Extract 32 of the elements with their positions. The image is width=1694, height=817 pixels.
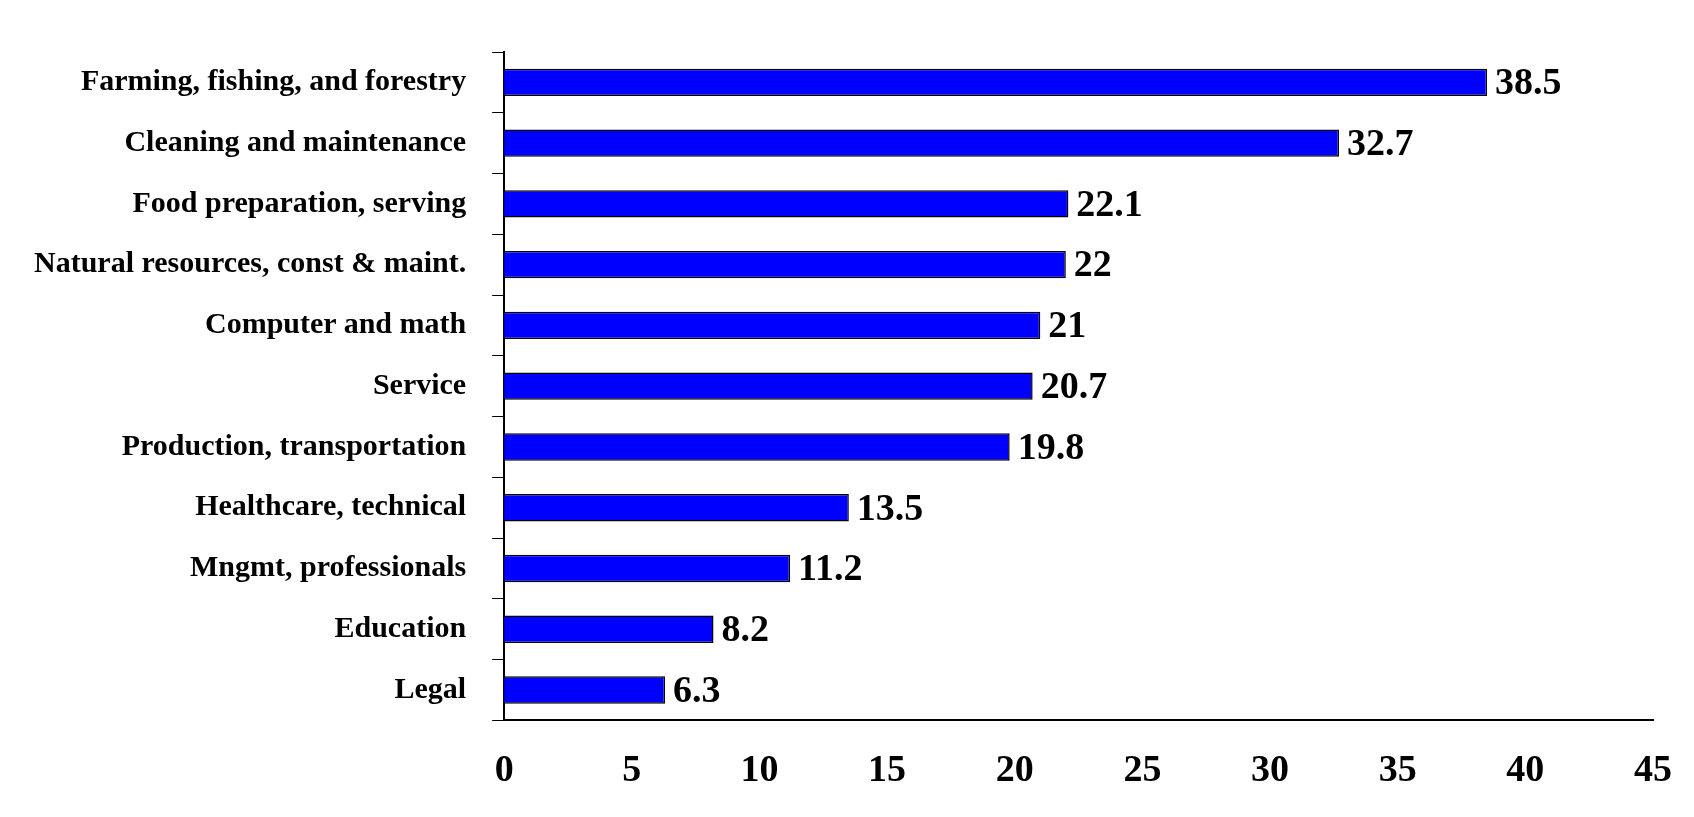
x-tick-label: 10 (740, 747, 779, 790)
x-tick-label: 25 (1123, 747, 1162, 790)
x-tick-label: 20 (995, 747, 1034, 790)
y-tick-label: Computer and math (205, 306, 467, 340)
x-tick-label: 45 (1634, 747, 1672, 790)
data-label: 21 (1048, 303, 1087, 346)
data-label: 22.1 (1076, 181, 1143, 224)
y-tick-label: Production, transportation (121, 427, 467, 461)
data-label: 11.2 (798, 546, 863, 589)
data-label: 38.5 (1495, 60, 1562, 103)
y-tick-label: Mngmt, professionals (190, 549, 467, 583)
y-tick-label: Legal (394, 670, 467, 704)
y-tick-label: Food preparation, serving (132, 184, 467, 218)
data-label: 19.8 (1017, 424, 1085, 467)
y-tick-label: Natural resources, const & maint. (33, 245, 467, 279)
x-tick-label: 15 (868, 747, 907, 790)
x-tick-label: 40 (1506, 747, 1545, 790)
data-label: 22 (1073, 242, 1112, 285)
y-tick-label: Healthcare, technical (195, 488, 467, 522)
x-tick-label: 5 (622, 747, 642, 790)
data-label: 32.7 (1346, 120, 1414, 163)
data-label: 6.3 (673, 667, 721, 710)
y-tick-label: Farming, fishing, and forestry (80, 63, 467, 97)
data-label: 20.7 (1040, 364, 1108, 407)
x-tick-label: 30 (1251, 747, 1290, 790)
x-tick-label: 35 (1378, 747, 1417, 790)
y-tick-label: Education (334, 610, 467, 643)
data-label: 8.2 (721, 607, 770, 650)
data-label: 13.5 (856, 485, 924, 528)
y-tick-label: Cleaning and maintenance (124, 123, 467, 157)
x-tick-label: 0 (494, 747, 514, 790)
y-tick-label: Service (372, 366, 467, 400)
